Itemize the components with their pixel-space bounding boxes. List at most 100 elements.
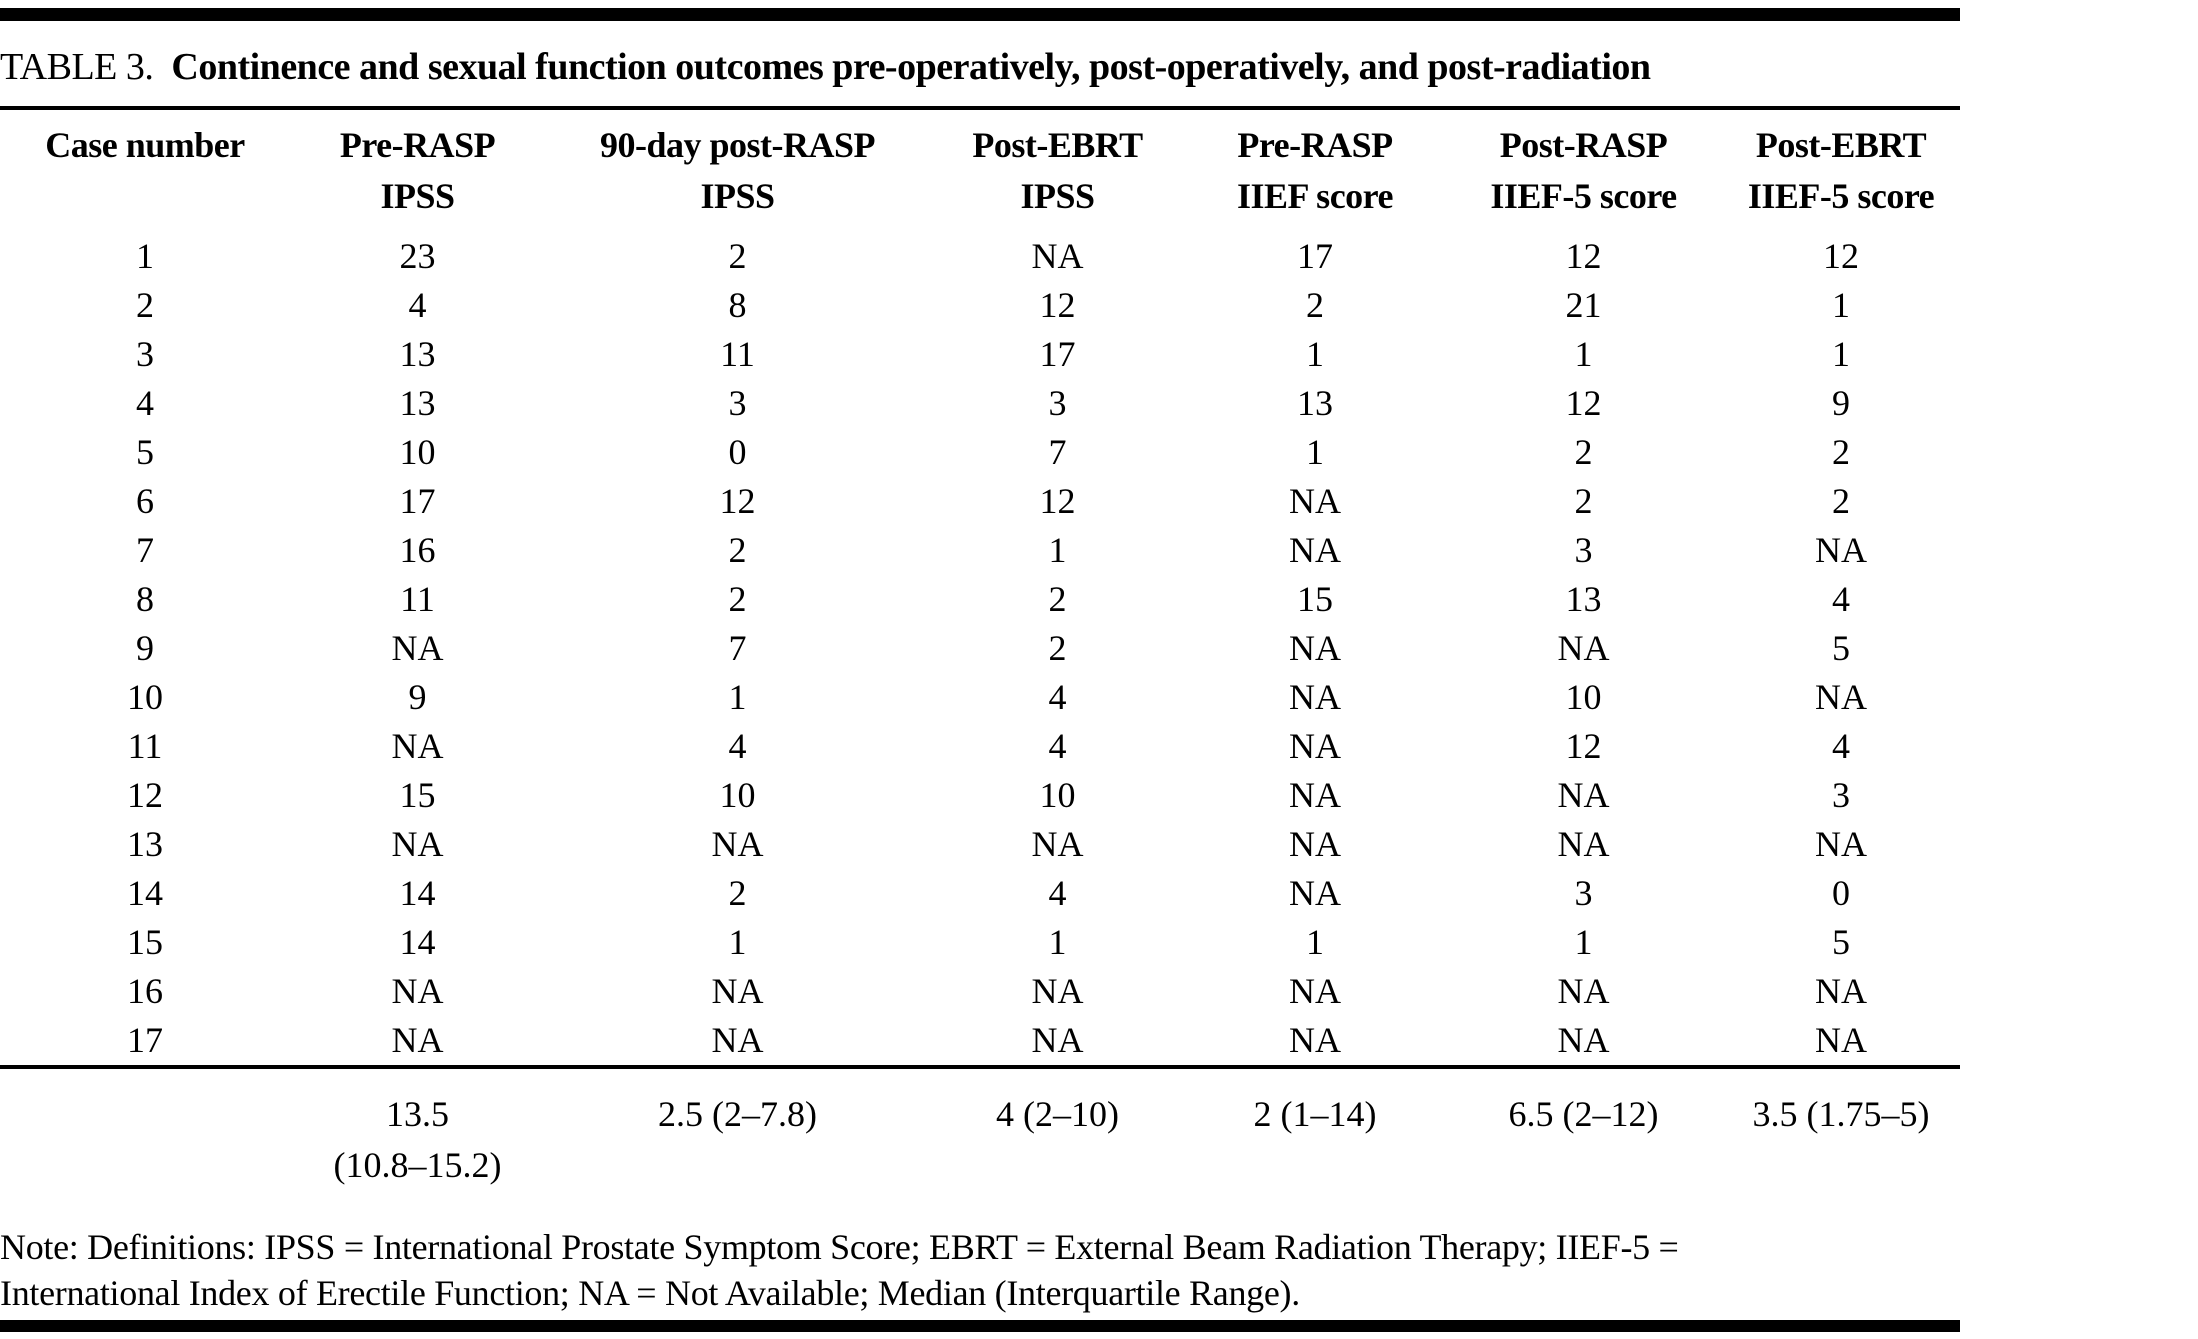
value-cell: 4 — [728, 726, 747, 766]
value-cell: NA — [1557, 775, 1610, 815]
value-cell: 2 — [728, 579, 747, 619]
value-cell: 13 — [399, 383, 436, 423]
table-caption: TABLE 3. Continence and sexual function o… — [0, 41, 1960, 93]
table-row-case-1: 1 23 2 NA 17 12 12 — [0, 232, 1960, 281]
value-cell: 1 — [1306, 334, 1324, 374]
case-number-cell: 14 — [127, 873, 163, 913]
value-cell: NA — [391, 628, 444, 668]
value-cell: NA — [391, 824, 444, 864]
value-cell: NA — [391, 971, 444, 1011]
case-number-cell: 4 — [136, 383, 154, 423]
case-number-cell: 9 — [136, 628, 154, 668]
value-cell: 12 — [1565, 383, 1602, 423]
value-cell: 5 — [1832, 922, 1850, 962]
value-cell: 10 — [1039, 775, 1076, 815]
value-cell: 1 — [1048, 922, 1067, 962]
case-number-cell: 6 — [136, 481, 154, 521]
table-row-case-9: 9 NA 7 2 NA NA 5 — [0, 624, 1960, 673]
value-cell: 4 — [408, 285, 427, 325]
value-cell: 3 — [1574, 530, 1593, 570]
table-row-case-2: 2 4 8 12 2 21 1 — [0, 281, 1960, 330]
summary-row: 13.5 (10.8–15.2) 2.5 (2–7.8) 4 (2–10) 2 (1–1… — [0, 1065, 1960, 1192]
column-header-6: Post-EBRT IIEF-5 score — [1722, 110, 1960, 232]
summary-cell-6: 3.5 (1.75–5) — [1722, 1065, 1960, 1192]
value-cell: 1 — [1306, 922, 1324, 962]
value-cell: 1 — [1832, 285, 1850, 325]
value-cell: 2 — [1832, 432, 1850, 472]
value-cell: 3 — [1832, 775, 1850, 815]
value-cell: 4 — [1832, 579, 1850, 619]
value-cell: NA — [1031, 236, 1084, 276]
value-cell: 9 — [408, 677, 427, 717]
case-number-cell: 3 — [136, 334, 154, 374]
value-cell: 2 — [728, 236, 747, 276]
value-cell: NA — [1557, 1020, 1610, 1060]
summary-cell-line — [1186, 1140, 1444, 1191]
value-cell: 13 — [1565, 579, 1602, 619]
column-header-line: Case number — [45, 125, 245, 165]
summary-cell-5: 6.5 (2–12) — [1445, 1065, 1722, 1192]
value-cell: 14 — [399, 873, 436, 913]
table-caption-label: TABLE 3. — [0, 46, 154, 88]
value-cell: NA — [391, 1020, 444, 1060]
value-cell: 3 — [728, 383, 747, 423]
table-row-case-5: 5 10 0 7 1 2 2 — [0, 428, 1960, 477]
summary-cell-line: 2 (1–14) — [1253, 1094, 1377, 1134]
value-cell: 11 — [720, 334, 755, 374]
column-header-line: IPSS — [1020, 176, 1095, 216]
summary-cell-line: 13.5 — [386, 1094, 449, 1134]
summary-cell-0 — [0, 1065, 290, 1192]
table-row-case-10: 10 9 1 4 NA 10 NA — [0, 673, 1960, 722]
value-cell: 0 — [728, 432, 747, 472]
column-header-line: IIEF-5 score — [1747, 176, 1935, 216]
column-header-3: Post-EBRT IPSS — [930, 110, 1185, 232]
value-cell: 4 — [1048, 726, 1067, 766]
column-header-2: 90-day post-RASP IPSS — [545, 110, 930, 232]
summary-cell-3: 4 (2–10) — [930, 1065, 1185, 1192]
column-header-line: IIEF-5 score — [1490, 176, 1677, 216]
value-cell: NA — [1815, 824, 1867, 864]
value-cell: 13 — [399, 334, 436, 374]
value-cell: 12 — [1039, 285, 1076, 325]
summary-cell-line — [1723, 1140, 1959, 1191]
table-row-case-15: 15 14 1 1 1 1 5 — [0, 918, 1960, 967]
value-cell: 2 — [1048, 628, 1067, 668]
value-cell: 17 — [399, 481, 436, 521]
column-header-line: Post-RASP — [1499, 125, 1668, 165]
table-row-case-11: 11 NA 4 4 NA 12 4 — [0, 722, 1960, 771]
summary-cell-line — [1, 1140, 289, 1191]
value-cell: NA — [1557, 628, 1610, 668]
value-cell: 16 — [399, 530, 436, 570]
column-header-line: IIEF score — [1237, 176, 1393, 216]
top-rule — [0, 8, 1960, 21]
value-cell: NA — [1289, 824, 1341, 864]
summary-cell-4: 2 (1–14) — [1185, 1065, 1445, 1192]
case-number-cell: 10 — [127, 677, 163, 717]
value-cell: 1 — [1048, 530, 1067, 570]
summary-cell-2: 2.5 (2–7.8) — [545, 1065, 930, 1192]
value-cell: 10 — [719, 775, 756, 815]
value-cell: 1 — [1832, 334, 1850, 374]
outcomes-table: Case number Pre-RASP IPSS 90-day post-RASP I… — [0, 110, 1960, 1192]
value-cell: NA — [1815, 677, 1867, 717]
case-number-cell: 1 — [136, 236, 154, 276]
value-cell: 10 — [399, 432, 436, 472]
summary-cell-line: 4 (2–10) — [996, 1094, 1119, 1134]
value-cell: 15 — [1297, 579, 1333, 619]
value-cell: 3 — [1574, 873, 1593, 913]
value-cell: 1 — [1574, 334, 1593, 374]
value-cell: 2 — [728, 530, 747, 570]
value-cell: 11 — [400, 579, 435, 619]
column-header-5: Post-RASP IIEF-5 score — [1445, 110, 1722, 232]
value-cell: NA — [1031, 1020, 1084, 1060]
value-cell: 15 — [399, 775, 436, 815]
value-cell: NA — [1815, 1020, 1867, 1060]
value-cell: NA — [391, 726, 444, 766]
value-cell: 12 — [1565, 726, 1602, 766]
table-row-case-4: 4 13 3 3 13 12 9 — [0, 379, 1960, 428]
value-cell: 12 — [1823, 236, 1859, 276]
case-number-cell: 11 — [127, 726, 163, 766]
value-cell: 2 — [1574, 481, 1593, 521]
column-header-line: IPSS — [380, 176, 455, 216]
table-row-case-8: 8 11 2 2 15 13 4 — [0, 575, 1960, 624]
